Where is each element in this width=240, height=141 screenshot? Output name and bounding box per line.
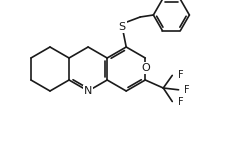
- Text: F: F: [178, 96, 184, 106]
- Text: N: N: [84, 86, 92, 96]
- Text: F: F: [184, 85, 189, 95]
- Text: S: S: [119, 22, 126, 32]
- Text: O: O: [141, 63, 150, 73]
- Text: F: F: [178, 70, 184, 80]
